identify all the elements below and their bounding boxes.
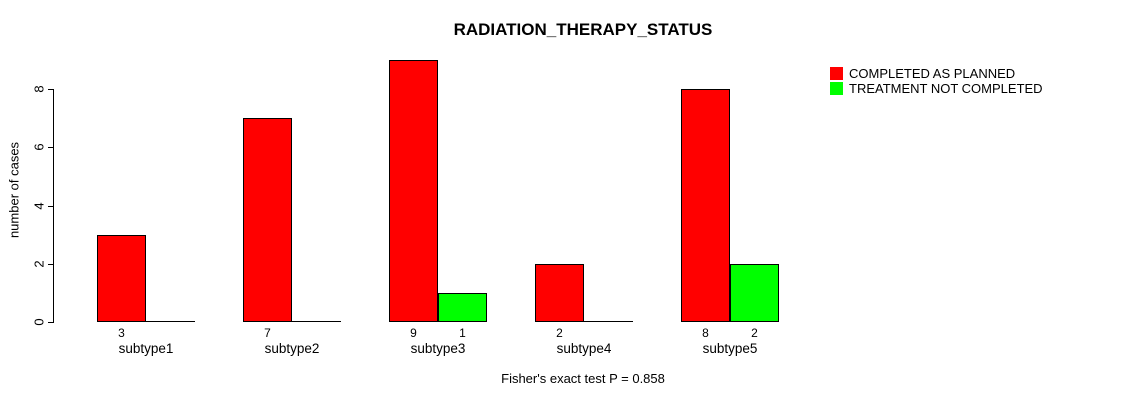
- chart-title: RADIATION_THERAPY_STATUS: [453, 20, 713, 39]
- y-tick-mark: [48, 89, 53, 90]
- y-axis-label: number of cases: [6, 141, 22, 239]
- bar: [243, 118, 292, 322]
- bar: [389, 60, 438, 322]
- legend-color-swatch: [830, 67, 843, 80]
- y-tick-mark: [48, 147, 53, 149]
- x-category-label: subtype1: [118, 341, 174, 356]
- bar-value-label: 1: [459, 326, 466, 340]
- bar: [438, 293, 487, 322]
- bar-value-label: 9: [410, 326, 417, 340]
- statistics-footer: Fisher's exact test P = 0.858: [501, 371, 665, 386]
- y-tick-mark: [48, 205, 53, 207]
- bar-value-label: 2: [751, 326, 758, 340]
- y-axis-line: [53, 89, 54, 323]
- legend-item: COMPLETED AS PLANNED: [830, 66, 1043, 81]
- x-category-label: subtype2: [264, 341, 320, 356]
- bar-value-label: 2: [556, 326, 563, 340]
- legend-item: TREATMENT NOT COMPLETED: [830, 81, 1043, 96]
- bar-value-label: 3: [118, 326, 125, 340]
- y-tick-label: 6: [31, 143, 47, 151]
- x-category-label: subtype5: [702, 341, 758, 356]
- y-tick-mark: [48, 263, 53, 265]
- bar-value-label: 7: [264, 326, 271, 340]
- bar: [535, 264, 584, 322]
- bar: [97, 235, 146, 322]
- y-tick-label: 4: [31, 201, 47, 210]
- x-category-label: subtype4: [556, 341, 612, 356]
- bar: [730, 264, 779, 322]
- legend-label: TREATMENT NOT COMPLETED: [849, 81, 1043, 96]
- bar: [681, 89, 730, 322]
- x-category-label: subtype3: [410, 341, 466, 356]
- legend-color-swatch: [830, 82, 843, 95]
- y-tick-label: 2: [31, 260, 47, 268]
- zero-height-bar: [146, 321, 195, 322]
- zero-height-bar: [584, 321, 633, 322]
- y-tick-label: 8: [31, 85, 47, 93]
- zero-height-bar: [292, 321, 341, 322]
- legend-label: COMPLETED AS PLANNED: [849, 66, 1016, 81]
- y-tick-label: 0: [31, 318, 47, 326]
- legend: COMPLETED AS PLANNED TREATMENT NOT COMPLE…: [830, 66, 1043, 96]
- bar-value-label: 8: [702, 326, 709, 340]
- y-tick-mark: [48, 322, 53, 323]
